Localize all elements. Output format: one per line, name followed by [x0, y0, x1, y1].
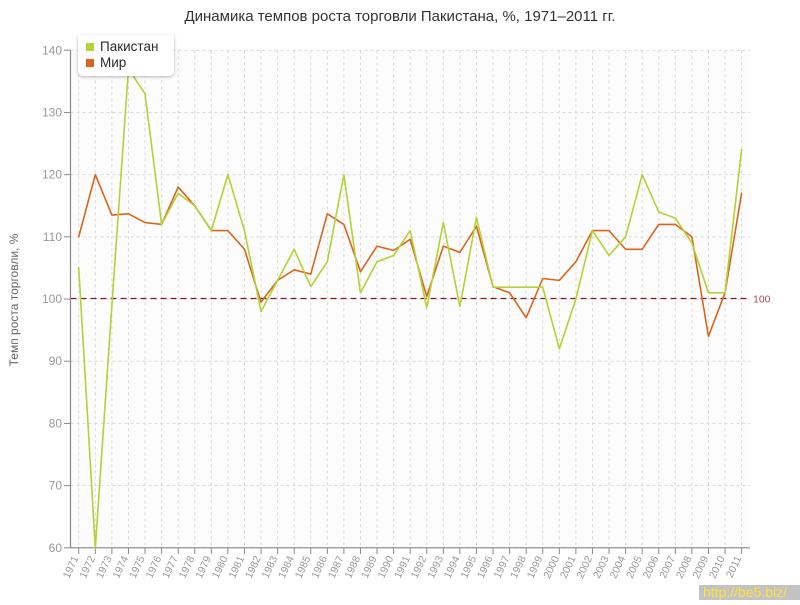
svg-text:130: 130 — [42, 105, 62, 119]
svg-text:Темп роста торговли, %: Темп роста торговли, % — [7, 233, 21, 366]
svg-text:100: 100 — [42, 292, 62, 306]
svg-text:70: 70 — [49, 479, 63, 493]
svg-text:60: 60 — [49, 541, 63, 555]
svg-text:2011: 2011 — [724, 554, 744, 580]
svg-text:2010: 2010 — [707, 554, 728, 580]
svg-text:110: 110 — [43, 230, 62, 244]
svg-text:100: 100 — [753, 294, 771, 306]
svg-text:80: 80 — [49, 416, 63, 430]
svg-text:120: 120 — [42, 168, 62, 182]
svg-text:90: 90 — [49, 354, 63, 368]
svg-text:140: 140 — [42, 43, 62, 57]
